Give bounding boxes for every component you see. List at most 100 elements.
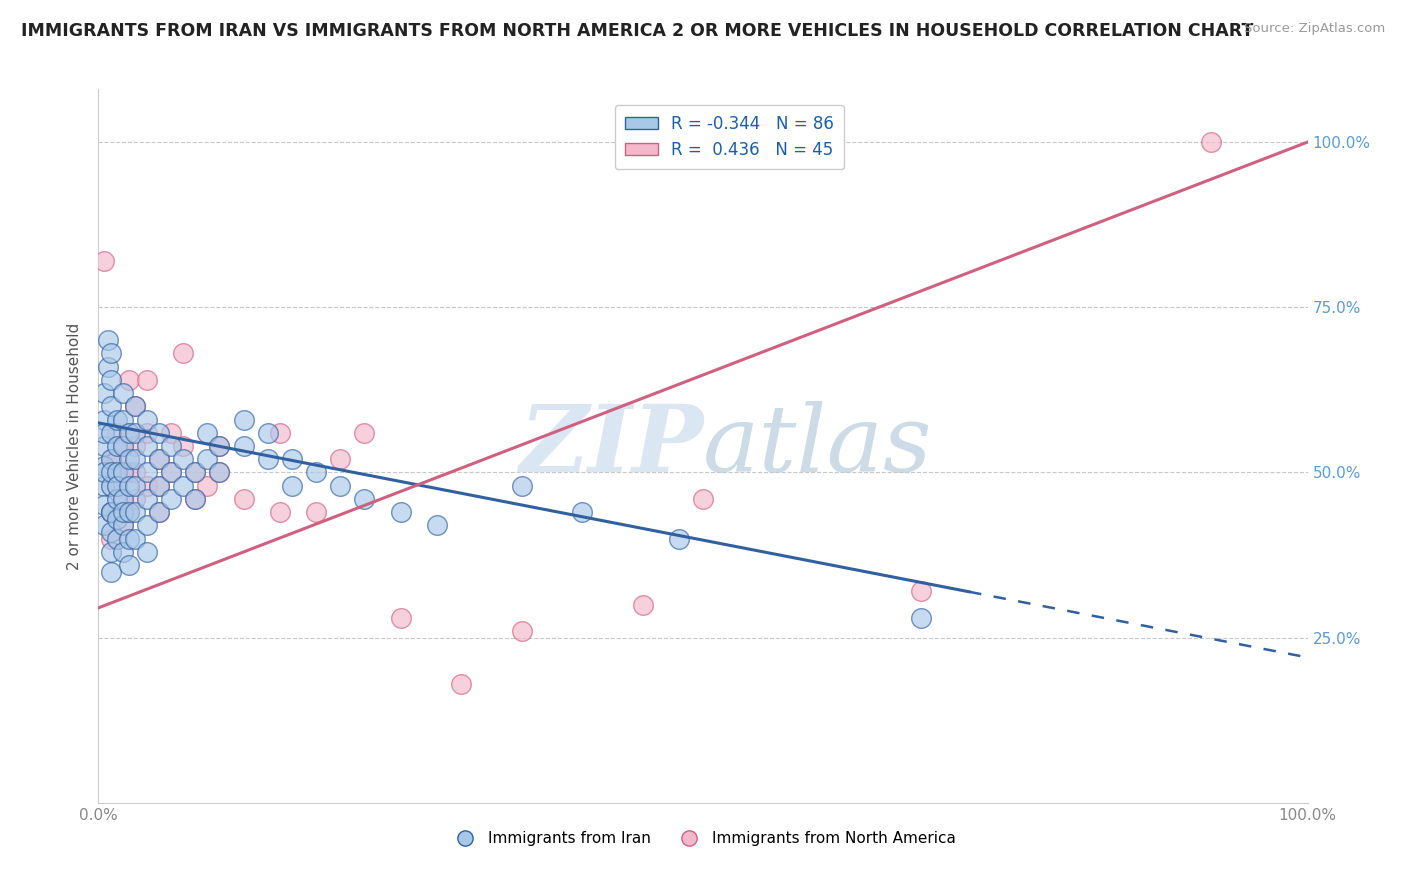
Point [105, 412, 128, 426]
Point [353, 491, 375, 506]
Point [124, 466, 146, 480]
Legend: Immigrants from Iran, Immigrants from North America: Immigrants from Iran, Immigrants from No… [444, 825, 962, 852]
Point [100, 452, 122, 467]
Point [631, 598, 654, 612]
Point [184, 466, 207, 480]
Point [111, 386, 134, 401]
Point [208, 439, 231, 453]
Point [111, 466, 134, 480]
Point [118, 425, 141, 440]
Point [195, 478, 218, 492]
Point [118, 532, 141, 546]
Point [256, 425, 278, 440]
Point [100, 532, 122, 546]
Point [668, 532, 690, 546]
Point [118, 466, 141, 480]
Point [111, 545, 134, 559]
Point [111, 439, 134, 453]
Point [148, 505, 170, 519]
Point [118, 558, 141, 572]
Point [148, 452, 170, 467]
Point [93, 425, 115, 440]
Point [93, 254, 115, 268]
Point [118, 373, 141, 387]
Point [510, 478, 533, 492]
Point [93, 458, 115, 473]
Point [118, 452, 141, 467]
Point [111, 412, 134, 426]
Point [135, 518, 157, 533]
Point [148, 452, 170, 467]
Point [124, 532, 146, 546]
Point [93, 478, 115, 492]
Point [148, 478, 170, 492]
Point [105, 505, 128, 519]
Point [692, 491, 714, 506]
Point [111, 466, 134, 480]
Point [93, 518, 115, 533]
Point [1199, 135, 1222, 149]
Point [184, 466, 207, 480]
Point [450, 677, 472, 691]
Point [118, 425, 141, 440]
Point [135, 466, 157, 480]
Point [208, 466, 231, 480]
Point [93, 386, 115, 401]
Point [148, 478, 170, 492]
Point [100, 505, 122, 519]
Point [135, 425, 157, 440]
Point [105, 425, 128, 440]
Point [135, 439, 157, 453]
Point [105, 491, 128, 506]
Point [100, 373, 122, 387]
Point [124, 439, 146, 453]
Point [269, 505, 291, 519]
Point [195, 425, 218, 440]
Point [571, 505, 593, 519]
Point [256, 452, 278, 467]
Point [426, 518, 449, 533]
Point [124, 400, 146, 414]
Point [135, 412, 157, 426]
Point [111, 491, 134, 506]
Text: atlas: atlas [703, 401, 932, 491]
Point [118, 505, 141, 519]
Point [208, 439, 231, 453]
Point [118, 478, 141, 492]
Point [160, 439, 183, 453]
Point [93, 466, 115, 480]
Point [105, 466, 128, 480]
Point [172, 439, 194, 453]
Point [124, 400, 146, 414]
Point [93, 412, 115, 426]
Point [172, 346, 194, 360]
Point [124, 478, 146, 492]
Point [93, 439, 115, 453]
Point [281, 452, 304, 467]
Point [105, 511, 128, 525]
Point [172, 452, 194, 467]
Point [281, 478, 304, 492]
Point [195, 452, 218, 467]
Point [100, 478, 122, 492]
Point [105, 478, 128, 492]
Point [148, 505, 170, 519]
Point [160, 491, 183, 506]
Point [329, 478, 352, 492]
Point [105, 439, 128, 453]
Point [100, 478, 122, 492]
Point [111, 518, 134, 533]
Point [124, 452, 146, 467]
Point [100, 545, 122, 559]
Point [124, 491, 146, 506]
Point [305, 505, 328, 519]
Point [353, 425, 375, 440]
Point [269, 425, 291, 440]
Point [97, 333, 120, 347]
Point [118, 505, 141, 519]
Point [160, 466, 183, 480]
Point [97, 359, 120, 374]
Text: ZIP: ZIP [519, 401, 703, 491]
Point [329, 452, 352, 467]
Point [111, 505, 134, 519]
